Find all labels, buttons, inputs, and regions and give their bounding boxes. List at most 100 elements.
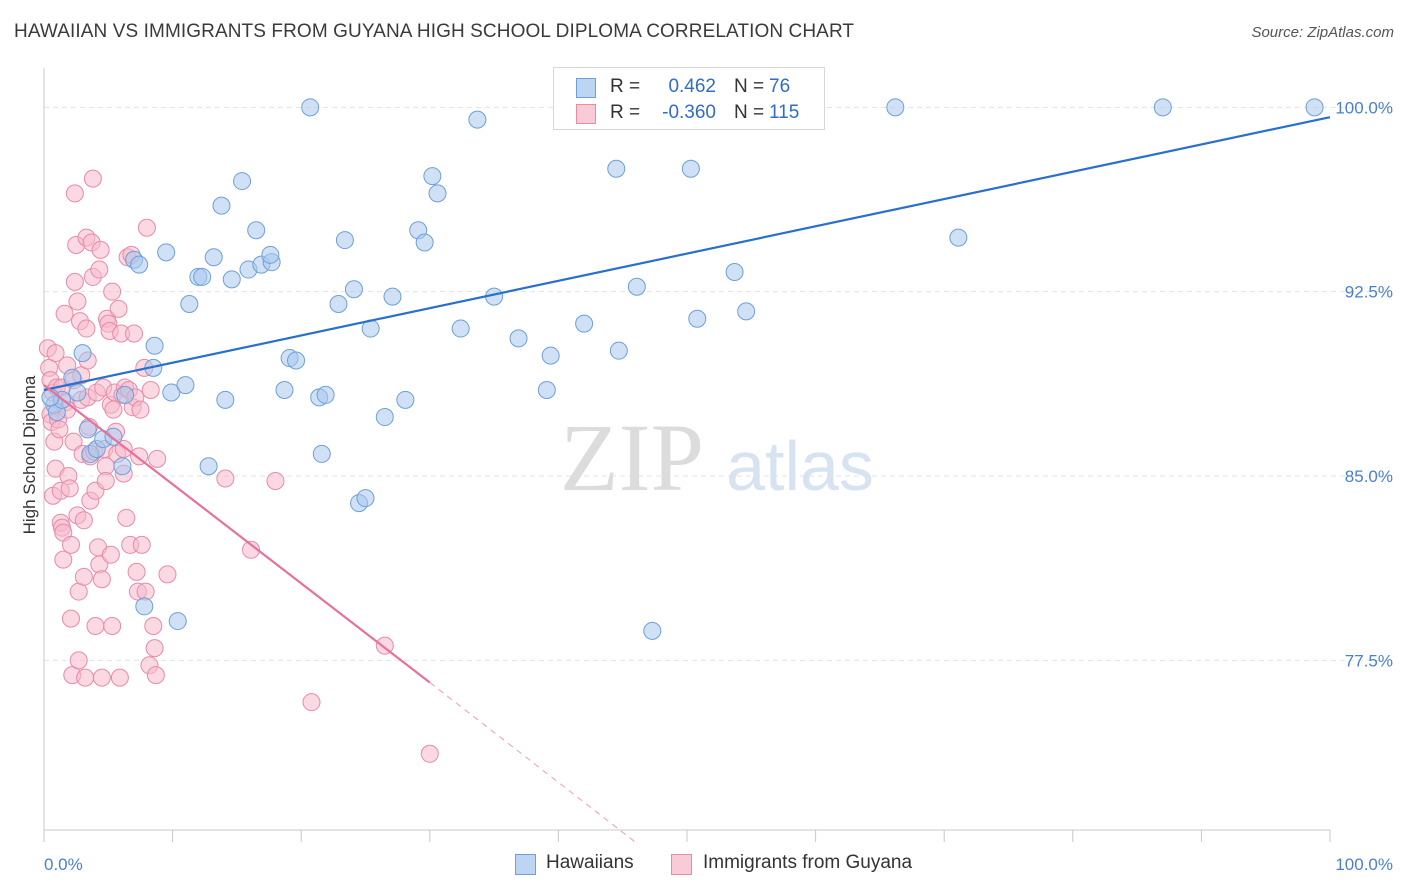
data-point-guyana xyxy=(302,693,321,712)
data-point-hawaiians xyxy=(428,184,447,203)
data-point-guyana xyxy=(131,400,150,419)
series-legend: Hawaiians Immigrants from Guyana xyxy=(0,851,1406,879)
data-point-hawaiians xyxy=(886,98,905,117)
legend-r-value: -0.360 xyxy=(662,102,716,123)
data-point-hawaiians xyxy=(396,390,415,409)
data-point-guyana xyxy=(242,540,261,559)
data-point-guyana xyxy=(144,616,163,635)
data-point-hawaiians xyxy=(316,385,335,404)
data-point-guyana xyxy=(137,218,156,237)
data-point-guyana xyxy=(96,471,115,490)
data-point-hawaiians xyxy=(212,196,231,215)
data-point-guyana xyxy=(92,668,111,687)
data-point-hawaiians xyxy=(609,341,628,360)
data-point-hawaiians xyxy=(681,159,700,178)
data-point-hawaiians xyxy=(135,597,154,616)
data-point-hawaiians xyxy=(949,228,968,247)
data-point-guyana xyxy=(132,535,151,554)
data-point-hawaiians xyxy=(643,621,662,640)
legend-r-label: R = xyxy=(610,102,641,123)
data-point-guyana xyxy=(109,299,128,318)
data-point-guyana xyxy=(86,616,105,635)
legend-swatch-guyana xyxy=(576,104,596,124)
legend-row-hawaiians: R = 0.462 N = 76 xyxy=(554,74,824,102)
data-point-hawaiians xyxy=(168,612,187,631)
legend-r-label: R = xyxy=(610,76,641,97)
x-tick-label: 100.0% xyxy=(1335,855,1393,874)
trend-lines xyxy=(43,116,1331,843)
tick-labels: 100.0% 92.5% 85.0% 77.5% 0.0% 100.0% xyxy=(44,98,1393,874)
data-point-hawaiians xyxy=(113,457,132,476)
data-point-hawaiians xyxy=(509,329,528,348)
data-point-hawaiians xyxy=(301,98,320,117)
data-point-hawaiians xyxy=(261,245,280,264)
data-point-hawaiians xyxy=(607,159,626,178)
data-point-guyana xyxy=(74,567,93,586)
data-point-guyana xyxy=(65,184,84,203)
data-point-guyana xyxy=(50,420,69,439)
data-point-hawaiians xyxy=(116,385,135,404)
y-tick-label: 92.5% xyxy=(1345,283,1393,302)
trend-line-guyana-extension xyxy=(429,682,636,843)
data-point-hawaiians xyxy=(68,383,87,402)
data-point-guyana xyxy=(74,511,93,530)
data-point-hawaiians xyxy=(423,167,442,186)
legend-n-value: 115 xyxy=(769,102,800,123)
data-point-hawaiians xyxy=(216,390,235,409)
data-point-guyana xyxy=(104,400,123,419)
legend-label-hawaiians: Hawaiians xyxy=(546,852,634,873)
data-point-guyana xyxy=(60,479,79,498)
legend-n-label: N = xyxy=(734,76,765,97)
legend-row-guyana: R = -0.360 N = 115 xyxy=(554,100,824,128)
y-tick-label: 100.0% xyxy=(1335,98,1393,117)
data-point-hawaiians xyxy=(415,233,434,252)
data-point-hawaiians xyxy=(233,172,252,191)
data-point-hawaiians xyxy=(335,231,354,250)
data-point-guyana xyxy=(62,535,81,554)
data-point-hawaiians xyxy=(1305,98,1324,117)
data-point-guyana xyxy=(145,639,164,658)
data-point-guyana xyxy=(266,471,285,490)
legend-r-value: 0.462 xyxy=(668,76,716,97)
data-point-guyana xyxy=(69,651,88,670)
data-point-guyana xyxy=(46,344,65,363)
data-point-guyana xyxy=(65,272,84,291)
chart-title: HAWAIIAN VS IMMIGRANTS FROM GUYANA HIGH … xyxy=(14,21,855,42)
data-point-hawaiians xyxy=(157,243,176,262)
data-point-guyana xyxy=(148,449,167,468)
legend-n-label: N = xyxy=(734,102,765,123)
data-point-guyana xyxy=(68,292,87,311)
data-point-hawaiians xyxy=(312,444,331,463)
watermark-atlas: atlas xyxy=(726,427,874,505)
data-point-hawaiians xyxy=(199,457,218,476)
data-point-guyana xyxy=(92,570,111,589)
watermark-zip: ZIP xyxy=(560,404,704,511)
data-point-guyana xyxy=(103,282,122,301)
data-point-guyana xyxy=(101,545,120,564)
data-point-hawaiians xyxy=(329,294,348,313)
data-point-hawaiians xyxy=(688,309,707,328)
data-point-guyana xyxy=(76,668,95,687)
data-point-guyana xyxy=(117,508,136,527)
data-point-guyana xyxy=(125,324,144,343)
data-point-hawaiians xyxy=(130,255,149,274)
data-point-hawaiians xyxy=(275,381,294,400)
data-point-guyana xyxy=(127,562,146,581)
series-hawaiians-points xyxy=(41,98,1324,640)
data-point-hawaiians xyxy=(468,110,487,129)
legend-label-guyana: Immigrants from Guyana xyxy=(703,852,913,873)
trend-line-guyana xyxy=(43,384,431,684)
data-point-hawaiians xyxy=(287,351,306,370)
data-point-guyana xyxy=(77,319,96,338)
data-point-hawaiians xyxy=(193,267,212,286)
trend-line-hawaiians xyxy=(43,116,1331,392)
data-point-hawaiians xyxy=(575,314,594,333)
legend-swatch-hawaiians xyxy=(576,78,596,98)
data-point-hawaiians xyxy=(180,294,199,313)
data-point-hawaiians xyxy=(737,302,756,321)
data-point-hawaiians xyxy=(145,336,164,355)
data-point-hawaiians xyxy=(541,346,560,365)
data-point-hawaiians xyxy=(356,489,375,508)
data-point-guyana xyxy=(54,550,73,569)
